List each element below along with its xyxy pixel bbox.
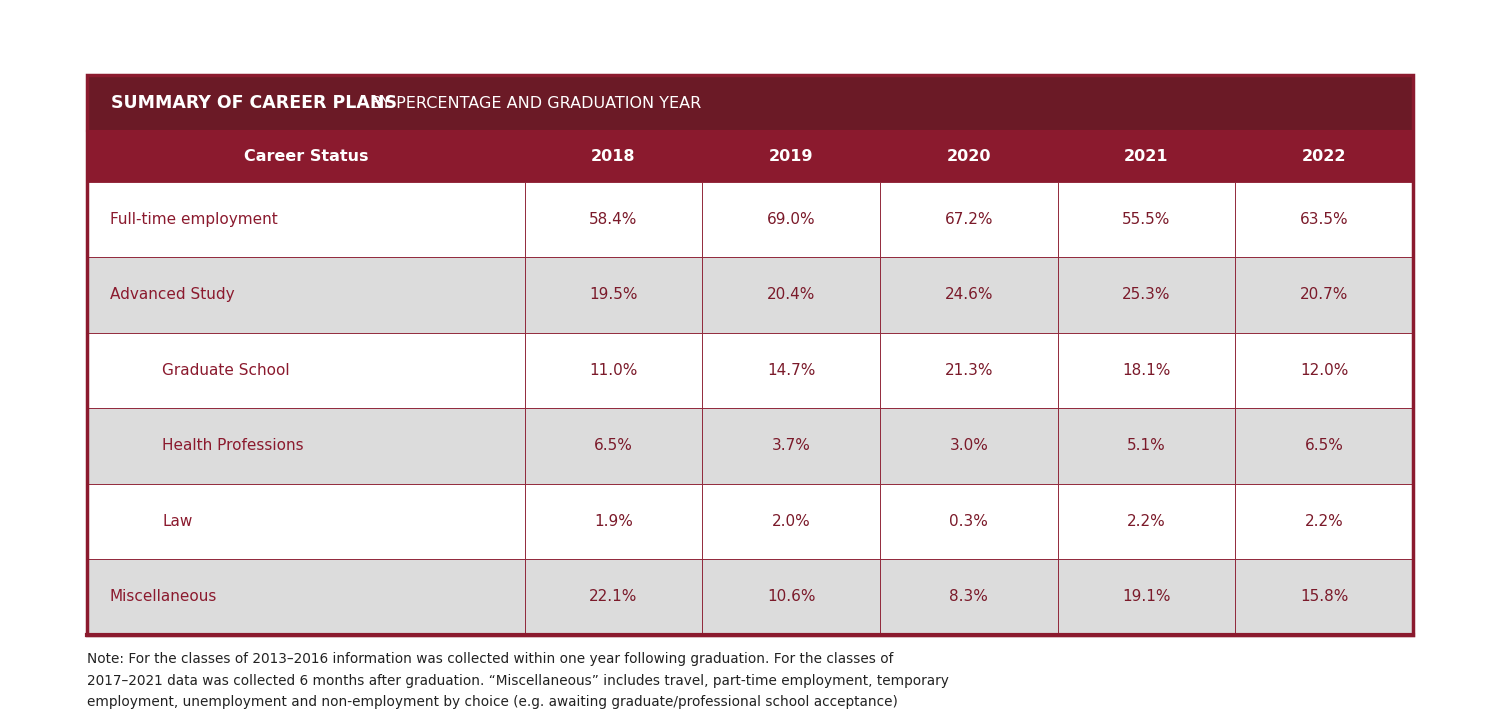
Text: 6.5%: 6.5% — [1305, 438, 1344, 453]
Bar — [525, 559, 702, 635]
Bar — [702, 131, 880, 181]
Text: 3.7%: 3.7% — [771, 438, 810, 453]
Bar — [880, 408, 1058, 483]
Text: Graduate School: Graduate School — [162, 363, 290, 378]
Text: 2019: 2019 — [770, 149, 813, 164]
Bar — [1236, 131, 1413, 181]
Text: Miscellaneous: Miscellaneous — [110, 589, 218, 604]
Text: 2022: 2022 — [1302, 149, 1347, 164]
Text: BY PERCENTAGE AND GRADUATION YEAR: BY PERCENTAGE AND GRADUATION YEAR — [366, 96, 702, 110]
Text: 18.1%: 18.1% — [1122, 363, 1170, 378]
Text: 2021: 2021 — [1124, 149, 1168, 164]
Text: SUMMARY OF CAREER PLANS: SUMMARY OF CAREER PLANS — [111, 94, 398, 113]
Text: 1.9%: 1.9% — [594, 514, 633, 529]
Bar — [1236, 181, 1413, 257]
Bar — [1058, 408, 1236, 483]
Text: 20.4%: 20.4% — [766, 288, 816, 303]
Text: 63.5%: 63.5% — [1300, 212, 1348, 227]
Bar — [87, 131, 525, 181]
Bar — [702, 333, 880, 408]
Bar — [525, 333, 702, 408]
Bar — [880, 483, 1058, 559]
Text: 19.5%: 19.5% — [590, 288, 638, 303]
Text: 12.0%: 12.0% — [1300, 363, 1348, 378]
Bar — [87, 181, 525, 257]
Text: Health Professions: Health Professions — [162, 438, 303, 453]
Text: 6.5%: 6.5% — [594, 438, 633, 453]
Bar — [87, 408, 525, 483]
Bar — [702, 257, 880, 333]
Bar — [525, 131, 702, 181]
Text: 2020: 2020 — [946, 149, 992, 164]
Bar — [880, 181, 1058, 257]
Bar — [880, 559, 1058, 635]
Text: 15.8%: 15.8% — [1300, 589, 1348, 604]
Bar — [880, 333, 1058, 408]
Text: 22.1%: 22.1% — [590, 589, 638, 604]
Bar — [1236, 257, 1413, 333]
Bar — [1058, 181, 1236, 257]
Text: 55.5%: 55.5% — [1122, 212, 1170, 227]
Text: 2.2%: 2.2% — [1126, 514, 1166, 529]
Text: 11.0%: 11.0% — [590, 363, 638, 378]
Text: 69.0%: 69.0% — [766, 212, 816, 227]
Bar — [1058, 131, 1236, 181]
Bar — [525, 257, 702, 333]
Bar — [1058, 333, 1236, 408]
Text: 10.6%: 10.6% — [766, 589, 816, 604]
Bar — [525, 483, 702, 559]
Bar — [1236, 333, 1413, 408]
Bar — [87, 75, 1413, 131]
Text: Advanced Study: Advanced Study — [110, 288, 234, 303]
Text: 21.3%: 21.3% — [945, 363, 993, 378]
Text: 2.0%: 2.0% — [771, 514, 810, 529]
Bar — [87, 483, 525, 559]
Bar — [702, 559, 880, 635]
Text: 24.6%: 24.6% — [945, 288, 993, 303]
Bar — [1058, 559, 1236, 635]
Text: Note: For the classes of 2013–2016 information was collected within one year fol: Note: For the classes of 2013–2016 infor… — [87, 652, 949, 709]
Bar — [525, 181, 702, 257]
Bar — [1058, 483, 1236, 559]
Bar — [702, 181, 880, 257]
Bar — [87, 559, 525, 635]
Text: 2018: 2018 — [591, 149, 636, 164]
Text: Full-time employment: Full-time employment — [110, 212, 278, 227]
Text: 19.1%: 19.1% — [1122, 589, 1170, 604]
Bar — [1236, 483, 1413, 559]
Text: 58.4%: 58.4% — [590, 212, 638, 227]
Bar — [87, 257, 525, 333]
Text: 20.7%: 20.7% — [1300, 288, 1348, 303]
Bar — [880, 257, 1058, 333]
Text: 14.7%: 14.7% — [766, 363, 816, 378]
Text: Career Status: Career Status — [243, 149, 368, 164]
Text: 8.3%: 8.3% — [950, 589, 988, 604]
Bar — [1058, 257, 1236, 333]
Text: 2.2%: 2.2% — [1305, 514, 1344, 529]
Bar — [1236, 559, 1413, 635]
Bar — [880, 131, 1058, 181]
Bar — [702, 408, 880, 483]
Text: 5.1%: 5.1% — [1126, 438, 1166, 453]
Text: 67.2%: 67.2% — [945, 212, 993, 227]
Text: Law: Law — [162, 514, 192, 529]
Bar — [1236, 408, 1413, 483]
Bar — [702, 483, 880, 559]
Text: 25.3%: 25.3% — [1122, 288, 1170, 303]
Bar — [525, 408, 702, 483]
Bar — [87, 333, 525, 408]
Text: 0.3%: 0.3% — [950, 514, 988, 529]
Bar — [87, 75, 1413, 635]
Text: 3.0%: 3.0% — [950, 438, 988, 453]
